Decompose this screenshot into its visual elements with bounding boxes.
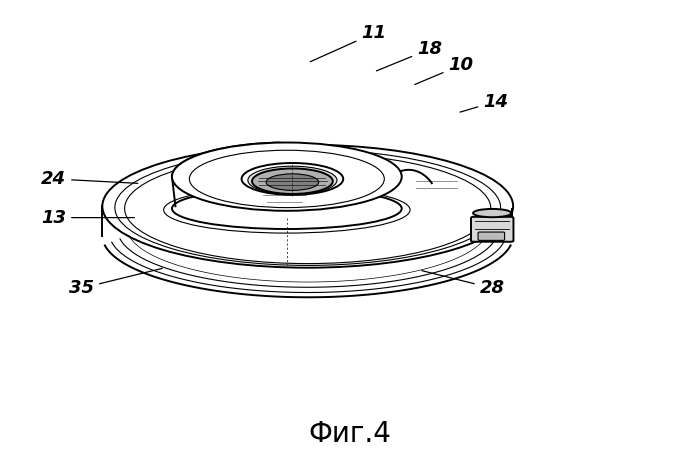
Text: 35: 35 xyxy=(69,268,162,297)
Text: 10: 10 xyxy=(415,56,473,85)
Text: Фиг.4: Фиг.4 xyxy=(308,420,391,448)
Ellipse shape xyxy=(473,209,512,217)
Text: 18: 18 xyxy=(377,40,442,71)
Text: 28: 28 xyxy=(421,271,505,297)
Ellipse shape xyxy=(102,145,513,267)
Ellipse shape xyxy=(248,166,337,194)
Ellipse shape xyxy=(242,163,343,195)
FancyBboxPatch shape xyxy=(478,232,505,240)
Ellipse shape xyxy=(189,150,384,207)
Text: 14: 14 xyxy=(460,93,508,112)
Text: 24: 24 xyxy=(41,170,138,188)
FancyBboxPatch shape xyxy=(471,217,514,242)
Text: 11: 11 xyxy=(310,24,387,62)
Text: 13: 13 xyxy=(41,209,134,227)
Ellipse shape xyxy=(252,169,333,194)
Ellipse shape xyxy=(266,174,319,191)
Ellipse shape xyxy=(172,142,402,211)
